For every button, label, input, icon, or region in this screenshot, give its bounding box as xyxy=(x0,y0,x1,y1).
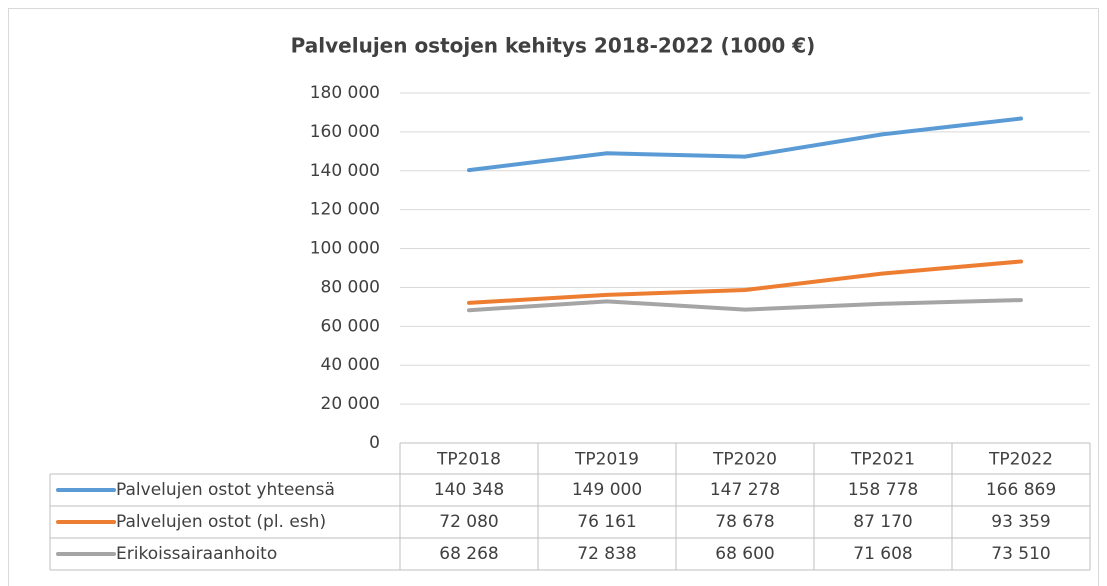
chart-border xyxy=(8,8,1099,586)
y-tick-label: 100 000 xyxy=(310,239,380,259)
series-line xyxy=(467,259,1023,305)
y-tick-label: 140 000 xyxy=(310,161,380,181)
table-value: 68 600 xyxy=(715,544,774,564)
y-tick-label: 180 000 xyxy=(310,83,380,103)
series-line xyxy=(467,116,1023,173)
legend-label: Erikoissairaanhoito xyxy=(116,544,277,564)
table-value: 149 000 xyxy=(572,480,642,500)
y-tick-label: 60 000 xyxy=(321,316,380,336)
x-tick-label: TP2019 xyxy=(574,450,639,470)
y-tick-label: 80 000 xyxy=(321,277,380,297)
table-value: 93 359 xyxy=(991,512,1050,532)
x-tick-label: TP2021 xyxy=(850,450,915,470)
y-tick-label: 160 000 xyxy=(310,122,380,142)
legend-label: Palvelujen ostot yhteensä xyxy=(116,480,335,500)
chart-title: Palvelujen ostojen kehitys 2018-2022 (10… xyxy=(291,34,816,58)
x-tick-label: TP2020 xyxy=(712,450,777,470)
series-line xyxy=(467,298,1023,313)
table-value: 72 838 xyxy=(577,544,636,564)
y-tick-label: 40 000 xyxy=(321,355,380,375)
x-tick-label: TP2022 xyxy=(988,450,1053,470)
table-value: 72 080 xyxy=(439,512,498,532)
table-value: 166 869 xyxy=(986,480,1056,500)
table-value: 68 268 xyxy=(439,544,498,564)
table-value: 78 678 xyxy=(715,512,774,532)
table-value: 71 608 xyxy=(853,544,912,564)
y-tick-label: 120 000 xyxy=(310,200,380,220)
x-tick-label: TP2018 xyxy=(436,450,501,470)
table-value: 76 161 xyxy=(577,512,636,532)
y-tick-label: 0 xyxy=(369,433,380,453)
legend-label: Palvelujen ostot (pl. esh) xyxy=(116,512,326,532)
table-value: 73 510 xyxy=(991,544,1050,564)
y-tick-label: 20 000 xyxy=(321,394,380,414)
table-value: 147 278 xyxy=(710,480,780,500)
table-value: 140 348 xyxy=(434,480,504,500)
table-value: 158 778 xyxy=(848,480,918,500)
table-value: 87 170 xyxy=(853,512,912,532)
